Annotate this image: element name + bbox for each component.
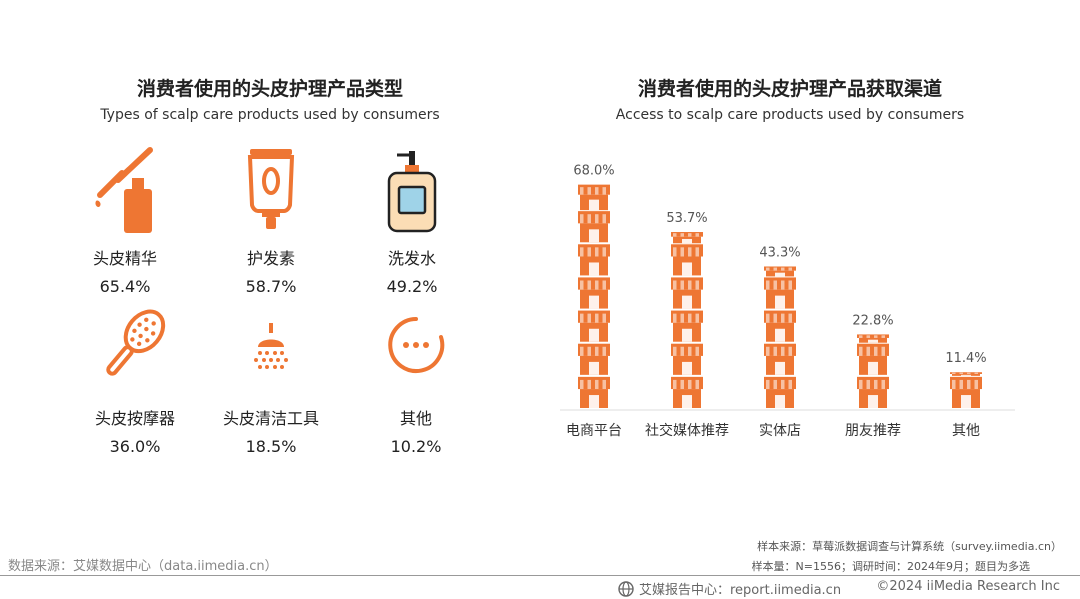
bar-value-label: 43.3% [759,245,800,260]
left-panel-title: 消费者使用的头皮护理产品类型 [136,78,403,100]
bar-1 [578,184,610,408]
category-label: 社交媒体推荐 [645,422,729,439]
right-panel-title: 消费者使用的头皮护理产品获取渠道 [637,78,942,100]
data-source-note: 数据来源：艾媒数据中心（data.iimedia.cn） [8,559,278,574]
product-name: 洗发水 [387,249,436,268]
product-name: 护发素 [246,249,295,268]
product-value: 58.7% [245,277,297,296]
product-value: 65.4% [99,277,151,296]
massage-brush-icon [106,309,166,376]
sample-info-note: 样本量：N=1556；调研时间：2024年9月；题目为多选 [751,560,1030,573]
bar-3 [764,266,796,408]
bar-4 [857,334,889,408]
category-label: 实体店 [759,423,801,439]
footer-divider [0,575,1080,576]
product-name: 其他 [399,409,432,428]
category-label: 朋友推荐 [845,423,901,439]
bar-5 [950,372,982,408]
product-name: 头皮精华 [92,249,157,268]
more-dots-icon [388,317,445,373]
product-name: 头皮清洁工具 [222,409,319,428]
bar-2 [671,232,703,408]
report-center-text: 艾媒报告中心：report.iimedia.cn [639,583,842,598]
category-label: 电商平台 [566,423,622,439]
dropper-icon [95,147,153,233]
product-name: 头皮按摩器 [94,409,175,428]
right-panel-subtitle: Access to scalp care products used by co… [615,107,965,123]
shower-icon [254,323,288,369]
report-center-link[interactable]: 艾媒报告中心：report.iimedia.cn [618,579,841,598]
product-value: 18.5% [245,437,297,456]
tube-icon [247,149,295,229]
copyright-text: ©2024 iiMedia Research Inc [876,579,1060,594]
sample-source-note: 样本来源：草莓派数据调查与计算系统（survey.iimedia.cn） [757,540,1062,553]
globe-icon [618,580,634,597]
product-scalp-massager: 头皮按摩器 36.0% [65,305,205,456]
channel-bar-chart: 68.0% 电商平台 53.7% 社交媒体推荐 43.3% 实体店 22.8% 朋友推荐 11.… [560,164,1015,439]
category-label: 其他 [952,423,980,439]
bar-value-label: 22.8% [852,313,893,328]
bar-value-label: 53.7% [666,211,707,226]
product-conditioner: 护发素 58.7% [201,145,341,296]
product-value: 49.2% [386,277,438,296]
left-panel-subtitle: Types of scalp care products used by con… [100,107,440,123]
product-scalp-serum: 头皮精华 65.4% [55,145,195,296]
bar-value-label: 68.0% [573,164,614,179]
product-other: 其他 10.2% [346,305,486,456]
product-cleaning-tool: 头皮清洁工具 18.5% [201,305,341,456]
pump-bottle-icon [387,151,437,233]
product-value: 36.0% [109,437,161,456]
bar-value-label: 11.4% [945,351,986,366]
product-value: 10.2% [390,437,442,456]
product-shampoo: 洗发水 49.2% [342,145,482,296]
